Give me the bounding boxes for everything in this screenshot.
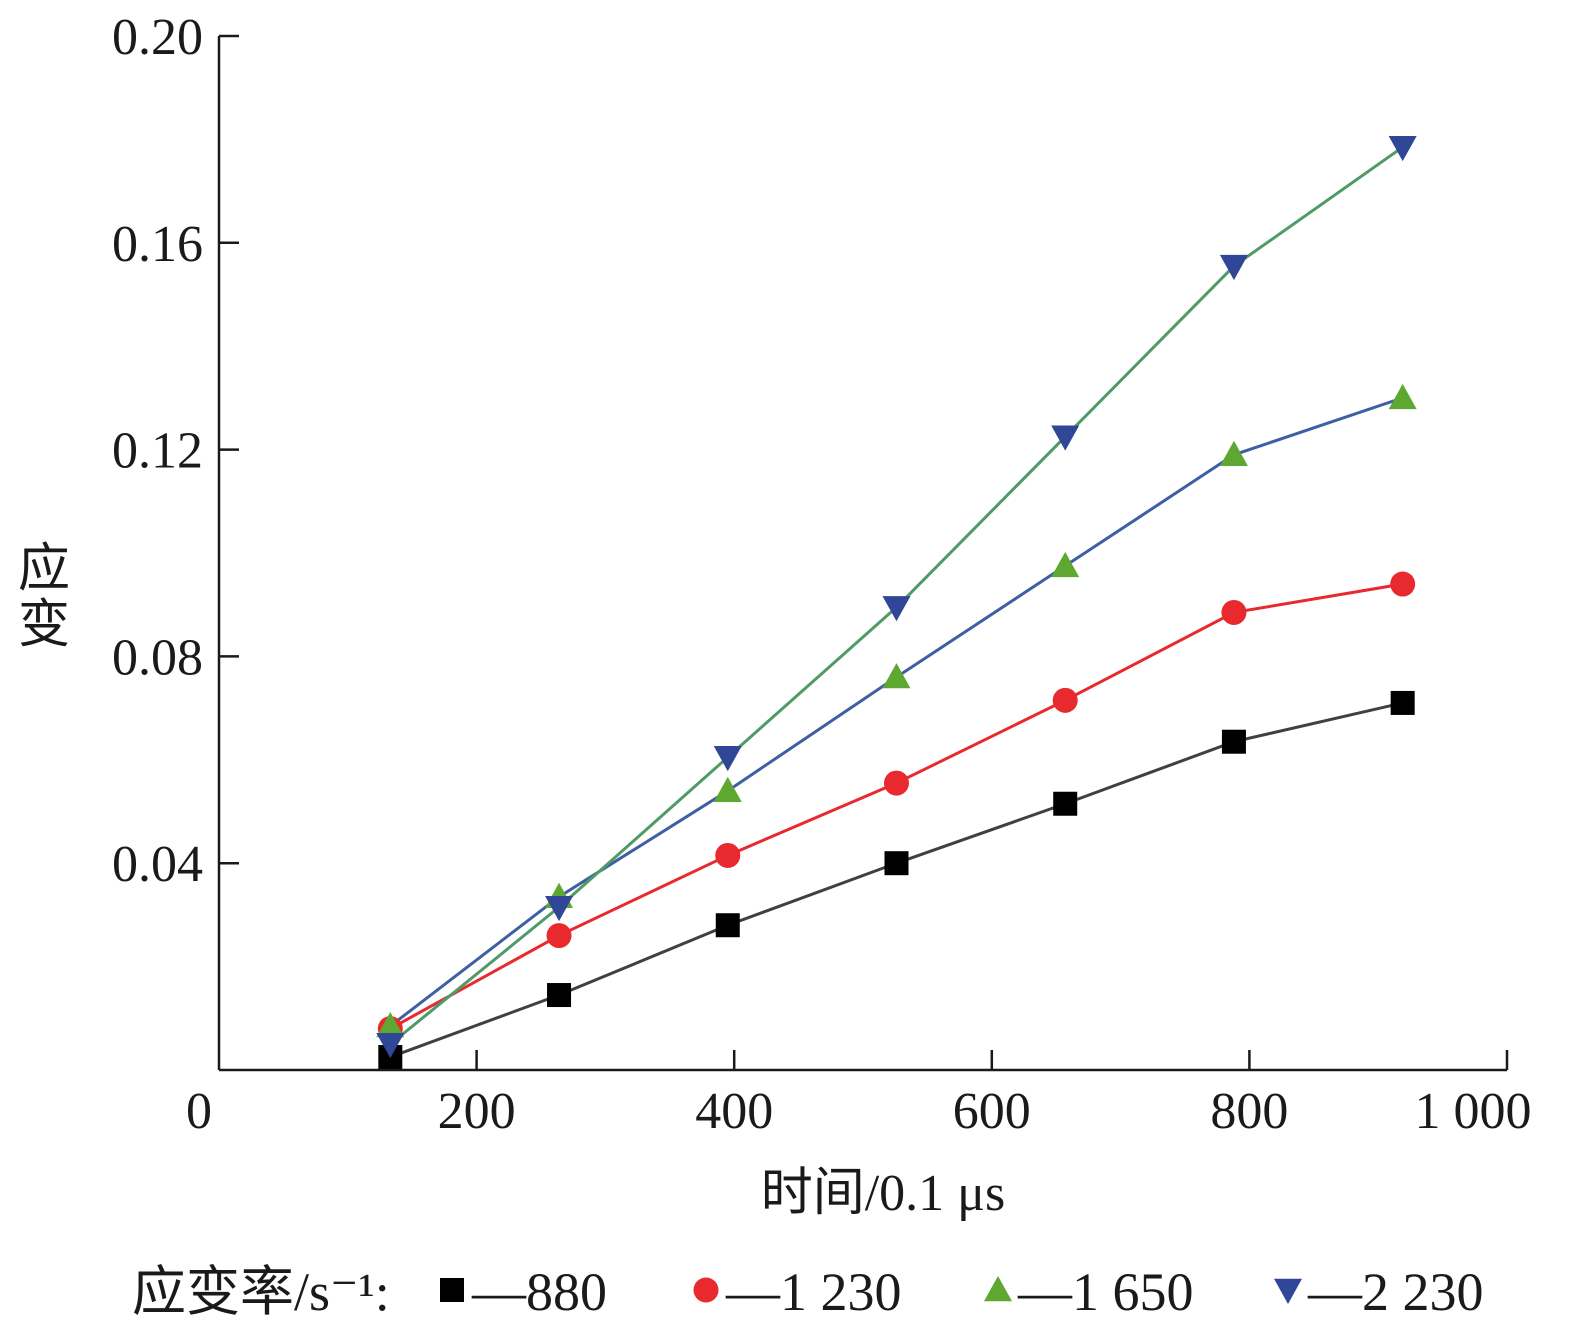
x-axis-title: 时间/0.1 μs	[761, 1165, 1006, 1222]
x-tick-label: 0	[186, 1083, 212, 1140]
series-3-point	[882, 596, 911, 622]
y-ticks: 0.04 0.08 0.12 0.16 0.20	[112, 9, 239, 893]
series-3-point	[713, 746, 742, 772]
series-1-point	[1052, 687, 1078, 713]
x-tick-label: 800	[1210, 1083, 1288, 1140]
series-3-point	[376, 1032, 405, 1059]
x-tick-label: 600	[953, 1083, 1031, 1140]
series-0-point	[884, 851, 909, 876]
series-markers	[376, 135, 1417, 1070]
x-tick-label: 1 000	[1415, 1083, 1532, 1140]
y-tick-label: 0.12	[112, 423, 203, 480]
legend: 应变率/s⁻¹: —880 —1 230 —1 650 —2 230	[132, 1262, 1484, 1322]
series-line-0	[389, 701, 1404, 1059]
legend-title: 应变率/s⁻¹:	[132, 1262, 390, 1322]
series-0-point	[547, 983, 572, 1008]
series-0-point	[1053, 791, 1078, 816]
series-1-point	[883, 770, 909, 796]
legend-label-1: —1 230	[725, 1262, 902, 1322]
series-1-point	[1221, 599, 1247, 625]
legend-label-2: —1 650	[1017, 1262, 1194, 1322]
y-tick-label: 0.16	[112, 216, 203, 273]
y-tick-label: 0.20	[112, 9, 203, 66]
y-axis-title: 应变	[10, 540, 69, 652]
series-3-point	[1388, 135, 1417, 162]
series-3-point	[1219, 254, 1248, 281]
series-2-point	[713, 776, 742, 803]
series-line-2	[389, 396, 1404, 1028]
series-line-1	[389, 582, 1403, 1030]
x-tick-label: 400	[695, 1083, 773, 1140]
axes	[217, 36, 1507, 1072]
series-3-point	[1051, 425, 1080, 451]
legend-marker-3	[1274, 1278, 1302, 1304]
legend-items: —880 —1 230 —1 650 —2 230	[440, 1262, 1484, 1322]
legend-marker-0	[440, 1278, 464, 1302]
x-tick-label: 200	[438, 1083, 516, 1140]
y-tick-label: 0.04	[112, 836, 203, 893]
series-2-point	[882, 663, 911, 689]
x-ticks: 0 200 400 600 800 1 000	[186, 1050, 1532, 1140]
series-1-point	[715, 842, 741, 868]
series-3-point	[545, 895, 574, 922]
series-2-point	[1388, 383, 1417, 410]
legend-marker-2	[984, 1276, 1012, 1302]
series-1-point	[546, 923, 572, 949]
series-1-point	[1390, 571, 1416, 597]
series-2-point	[1051, 551, 1080, 578]
series-0-point	[1221, 729, 1246, 754]
legend-label-3: —2 230	[1307, 1262, 1484, 1322]
series-2-point	[376, 1012, 405, 1038]
y-tick-label: 0.08	[112, 629, 203, 686]
series-0-point	[1390, 690, 1415, 715]
legend-label-0: —880	[471, 1262, 607, 1322]
series-0-point	[715, 913, 740, 938]
series-2-point	[1219, 440, 1248, 466]
legend-marker-1	[693, 1277, 719, 1303]
